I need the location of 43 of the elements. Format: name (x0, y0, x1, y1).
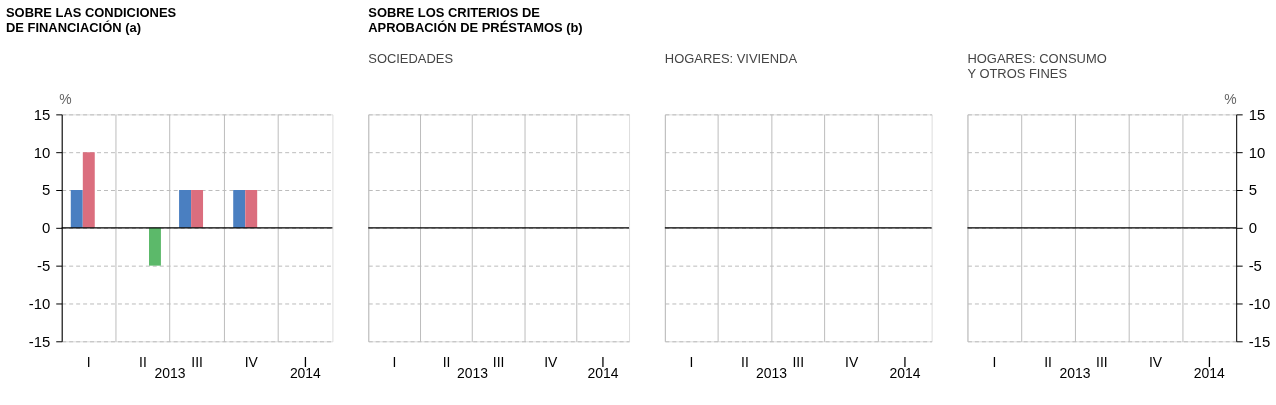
x-tick-label: I (903, 353, 907, 370)
chart-subtitle: HOGARES: VIVIENDA (664, 50, 798, 66)
y-tick-label: 10 (33, 143, 51, 161)
y2-tick-label: -5 (1248, 257, 1262, 275)
x-tick-label: III (1096, 353, 1108, 370)
chart-subtitle: SOCIEDADES (368, 50, 454, 66)
x-tick-label: IV (544, 353, 559, 370)
y-tick-label: -5 (37, 257, 51, 275)
chart-title: SOBRE LAS CONDICIONES DE FINANCIACIÓN (a) (5, 4, 177, 35)
x-tick-label: II (741, 353, 749, 370)
x-tick-label: II (442, 353, 451, 370)
y-tick-label: 15 (33, 105, 51, 123)
x-tick-label: I (392, 353, 397, 370)
text: 2013 (1059, 365, 1091, 382)
x-tick-label: II (139, 353, 147, 370)
chart-subtitle: HOGARES: CONSUMO Y OTROS FINES (967, 50, 1107, 81)
x-tick-label: I (86, 353, 91, 370)
chart-title: SOBRE LOS CRITERIOS DE APROBACIÓN DE PRÉSTAMOS (b) (368, 4, 583, 35)
text: 2013 (154, 365, 186, 382)
x-tick-label: III (792, 353, 805, 370)
x-tick-label: III (492, 353, 505, 370)
x-tick-label: II (1044, 353, 1052, 370)
x-tick-label: IV (244, 353, 259, 370)
y2-tick-label: 5 (1248, 181, 1257, 199)
y-tick-label: 0 (41, 219, 51, 237)
x-tick-label: I (992, 353, 997, 370)
x-tick-label: IV (845, 353, 859, 370)
y2-axis-title: % (1224, 90, 1237, 107)
x-tick-label: III (191, 353, 203, 370)
y-tick-label: -10 (28, 294, 51, 312)
y2-tick-label: 0 (1248, 219, 1257, 237)
x-tick-label: IV (1148, 353, 1163, 370)
text: 2013 (457, 365, 489, 382)
x-tick-label: I (601, 353, 605, 370)
y2-tick-label: -10 (1248, 294, 1271, 312)
y-tick-label: 5 (41, 181, 51, 199)
y2-tick-label: 15 (1248, 105, 1266, 123)
y-tick-label: -15 (28, 332, 51, 350)
y-axis-title: % (59, 90, 72, 107)
text: 2013 (756, 365, 788, 382)
x-tick-label: I (689, 353, 694, 370)
y2-tick-label: -15 (1248, 332, 1271, 350)
y2-tick-label: 10 (1248, 143, 1266, 161)
